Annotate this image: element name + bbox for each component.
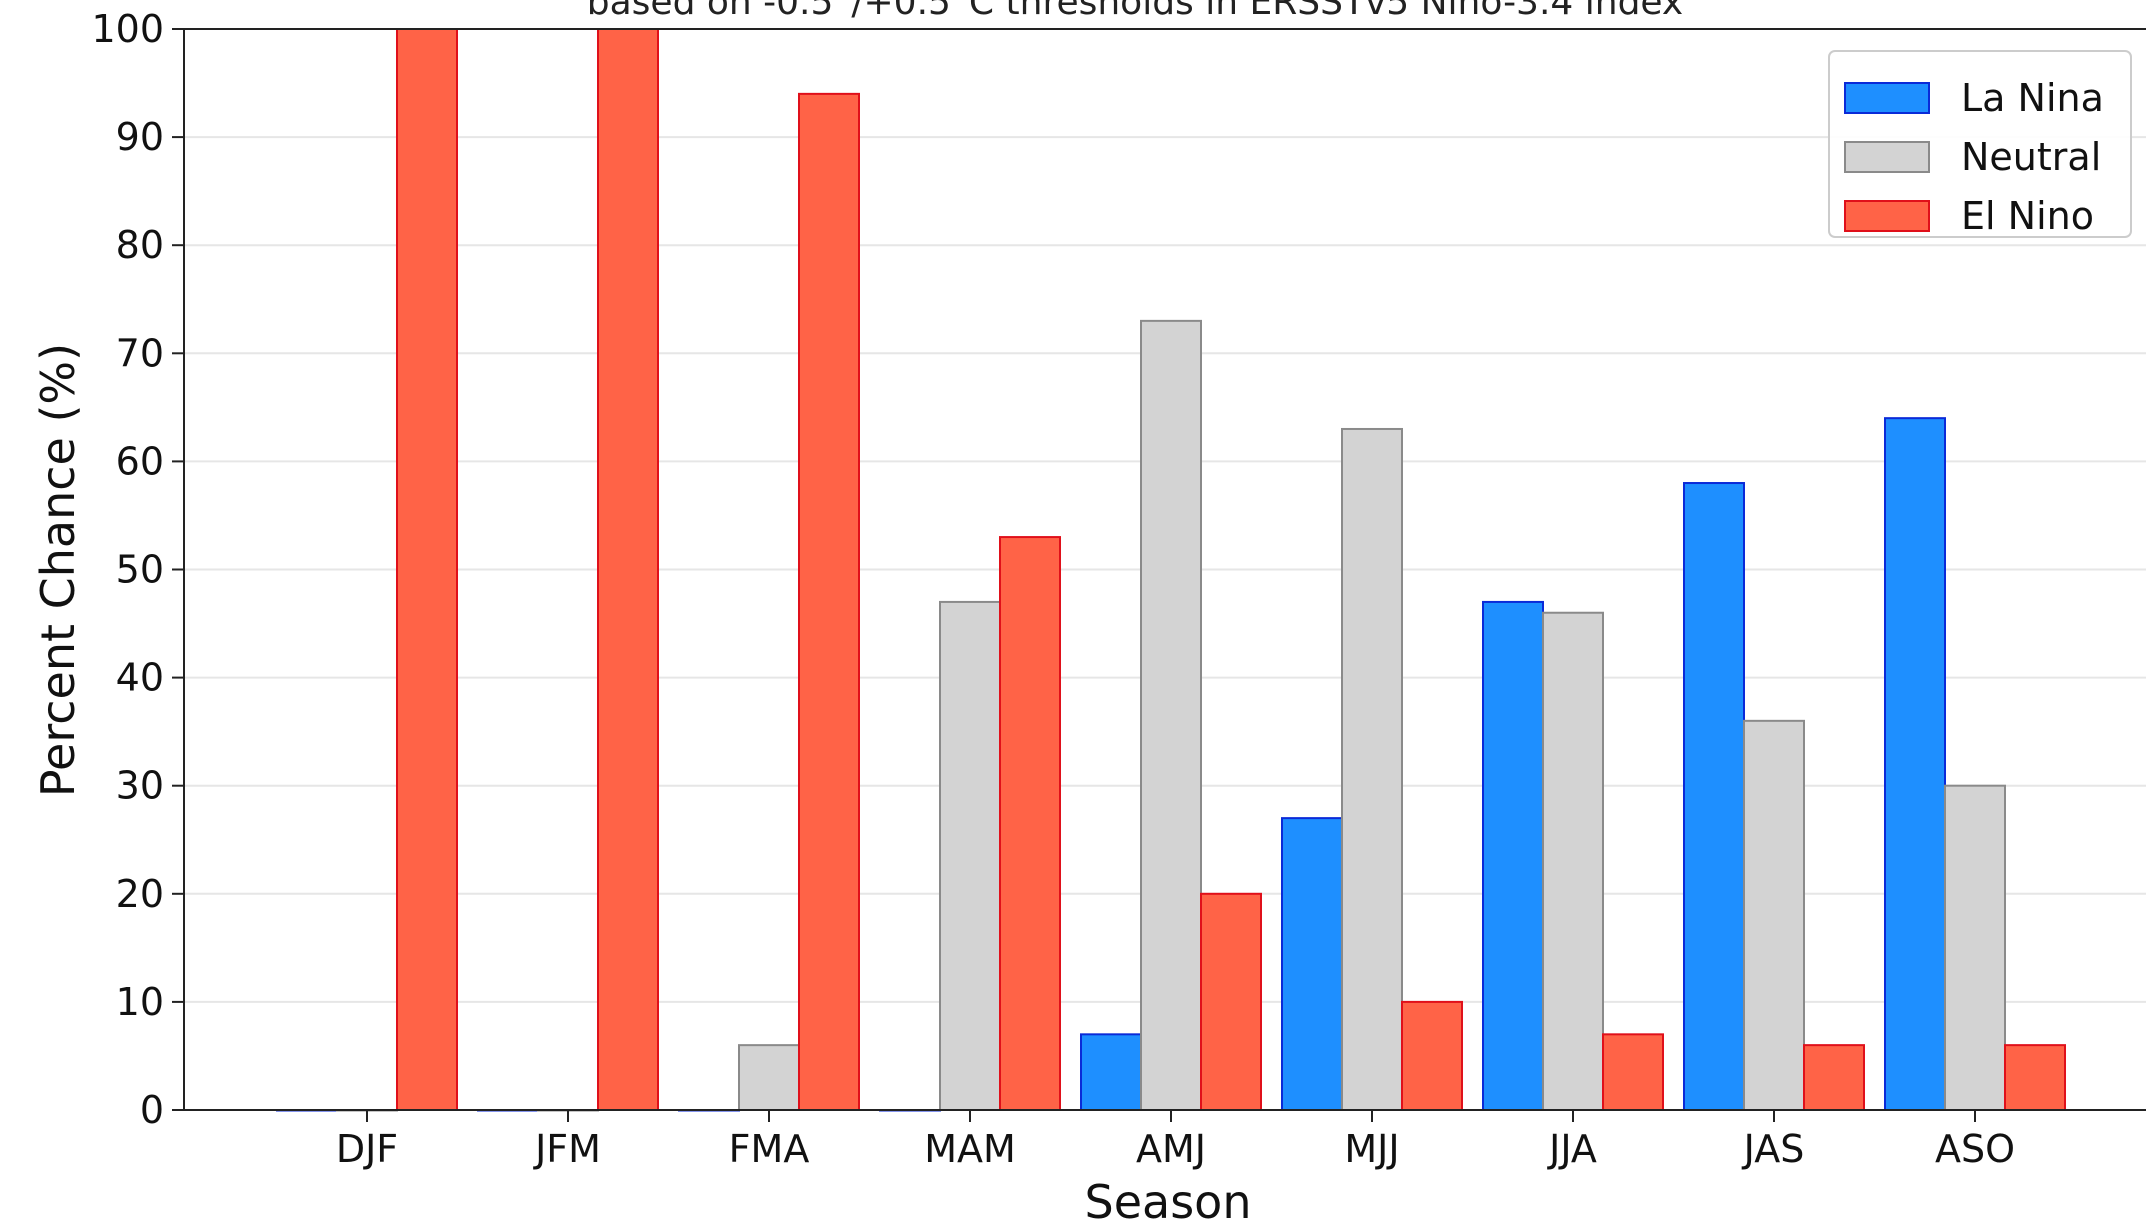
bars xyxy=(276,28,2066,1112)
bar-el-nino-jja xyxy=(1602,1033,1664,1111)
bar-la-nina-aso xyxy=(1884,417,1946,1112)
y-tick-label: 100 xyxy=(91,7,164,51)
legend-swatch xyxy=(1844,200,1930,232)
x-tick-label: DJF xyxy=(336,1127,398,1171)
legend-swatch xyxy=(1844,82,1930,114)
y-tick-label: 50 xyxy=(116,548,164,592)
bar-la-nina-jja xyxy=(1482,600,1544,1111)
x-tick-label: MAM xyxy=(924,1127,1016,1171)
x-axis-title: Season xyxy=(1085,1175,1252,1226)
bar-el-nino-mam xyxy=(999,536,1061,1111)
x-axis-ticks: DJF JFM FMA MAM AMJ MJJ JJA JAS ASO xyxy=(336,1110,2015,1171)
bar-neutral-fma xyxy=(738,1044,800,1112)
bar-neutral-aso xyxy=(1944,784,2006,1111)
x-tick-label: JJA xyxy=(1547,1127,1597,1171)
legend-label: Neutral xyxy=(1961,135,2101,179)
bar-la-nina-mjj xyxy=(1281,817,1343,1111)
y-tick-label: 0 xyxy=(140,1088,164,1132)
bar-neutral-jas xyxy=(1743,719,1805,1112)
y-axis-title: Percent Chance (%) xyxy=(31,343,85,797)
y-tick-label: 20 xyxy=(116,872,164,916)
y-tick-label: 40 xyxy=(116,656,164,700)
y-axis-ticks: 0 10 20 30 40 50 60 70 80 90 100 xyxy=(91,7,184,1132)
bar-el-nino-amj xyxy=(1200,892,1262,1111)
legend-items: La Nina Neutral El Nino xyxy=(1844,76,2104,238)
bar-la-nina-amj xyxy=(1080,1033,1142,1111)
y-tick-label: 90 xyxy=(116,115,164,159)
x-tick-label: AMJ xyxy=(1136,1127,1206,1171)
x-tick-label: MJJ xyxy=(1344,1127,1399,1171)
bar-neutral-mjj xyxy=(1341,427,1403,1112)
y-tick-label: 30 xyxy=(116,764,164,808)
x-tick-label: ASO xyxy=(1935,1127,2015,1171)
legend-label: El Nino xyxy=(1961,194,2094,238)
legend-swatch xyxy=(1844,141,1930,173)
bar-el-nino-aso xyxy=(2004,1044,2066,1112)
bar-neutral-mam xyxy=(939,600,1001,1111)
bar-el-nino-jas xyxy=(1803,1044,1865,1112)
y-tick-label: 80 xyxy=(116,223,164,267)
legend-label: La Nina xyxy=(1961,76,2104,120)
y-tick-label: 70 xyxy=(116,331,164,375)
y-tick-label: 60 xyxy=(116,439,164,483)
x-tick-label: FMA xyxy=(729,1127,810,1171)
chart-title: based on -0.5°/+0.5°C thresholds in ERSS… xyxy=(587,0,1684,23)
x-tick-label: JAS xyxy=(1742,1127,1805,1171)
bar-el-nino-djf xyxy=(396,28,458,1111)
bar-el-nino-fma xyxy=(798,92,860,1112)
y-tick-label: 10 xyxy=(116,980,164,1024)
x-tick-label: JFM xyxy=(533,1127,601,1171)
legend: La Nina Neutral El Nino xyxy=(1828,50,2132,238)
bar-el-nino-mjj xyxy=(1401,1000,1463,1112)
bar-neutral-amj xyxy=(1140,319,1202,1111)
bar-el-nino-jfm xyxy=(597,28,659,1111)
bar-neutral-jja xyxy=(1542,611,1604,1111)
bar-la-nina-jas xyxy=(1683,482,1745,1111)
